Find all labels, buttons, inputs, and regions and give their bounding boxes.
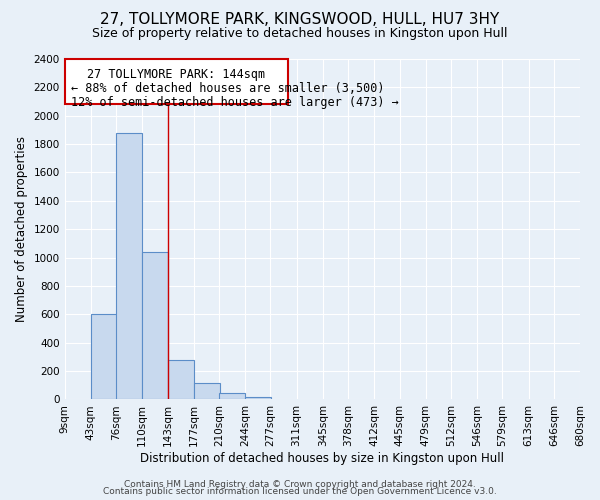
Text: Contains HM Land Registry data © Crown copyright and database right 2024.: Contains HM Land Registry data © Crown c… [124, 480, 476, 489]
Bar [167, 360, 194, 400]
Bar [65, 59, 288, 104]
Y-axis label: Number of detached properties: Number of detached properties [15, 136, 28, 322]
Text: Contains public sector information licensed under the Open Government Licence v3: Contains public sector information licen… [103, 487, 497, 496]
Text: Size of property relative to detached houses in Kingston upon Hull: Size of property relative to detached ho… [92, 28, 508, 40]
Bar [245, 396, 271, 400]
Bar [116, 133, 142, 400]
Text: 27 TOLLYMORE PARK: 144sqm: 27 TOLLYMORE PARK: 144sqm [88, 68, 265, 80]
Bar [142, 252, 169, 400]
Bar [194, 383, 220, 400]
Bar [91, 314, 117, 400]
Bar [219, 393, 245, 400]
Text: 12% of semi-detached houses are larger (473) →: 12% of semi-detached houses are larger (… [71, 96, 398, 109]
Text: 27, TOLLYMORE PARK, KINGSWOOD, HULL, HU7 3HY: 27, TOLLYMORE PARK, KINGSWOOD, HULL, HU7… [100, 12, 500, 28]
Text: ← 88% of detached houses are smaller (3,500): ← 88% of detached houses are smaller (3,… [71, 82, 385, 94]
X-axis label: Distribution of detached houses by size in Kingston upon Hull: Distribution of detached houses by size … [140, 452, 505, 465]
